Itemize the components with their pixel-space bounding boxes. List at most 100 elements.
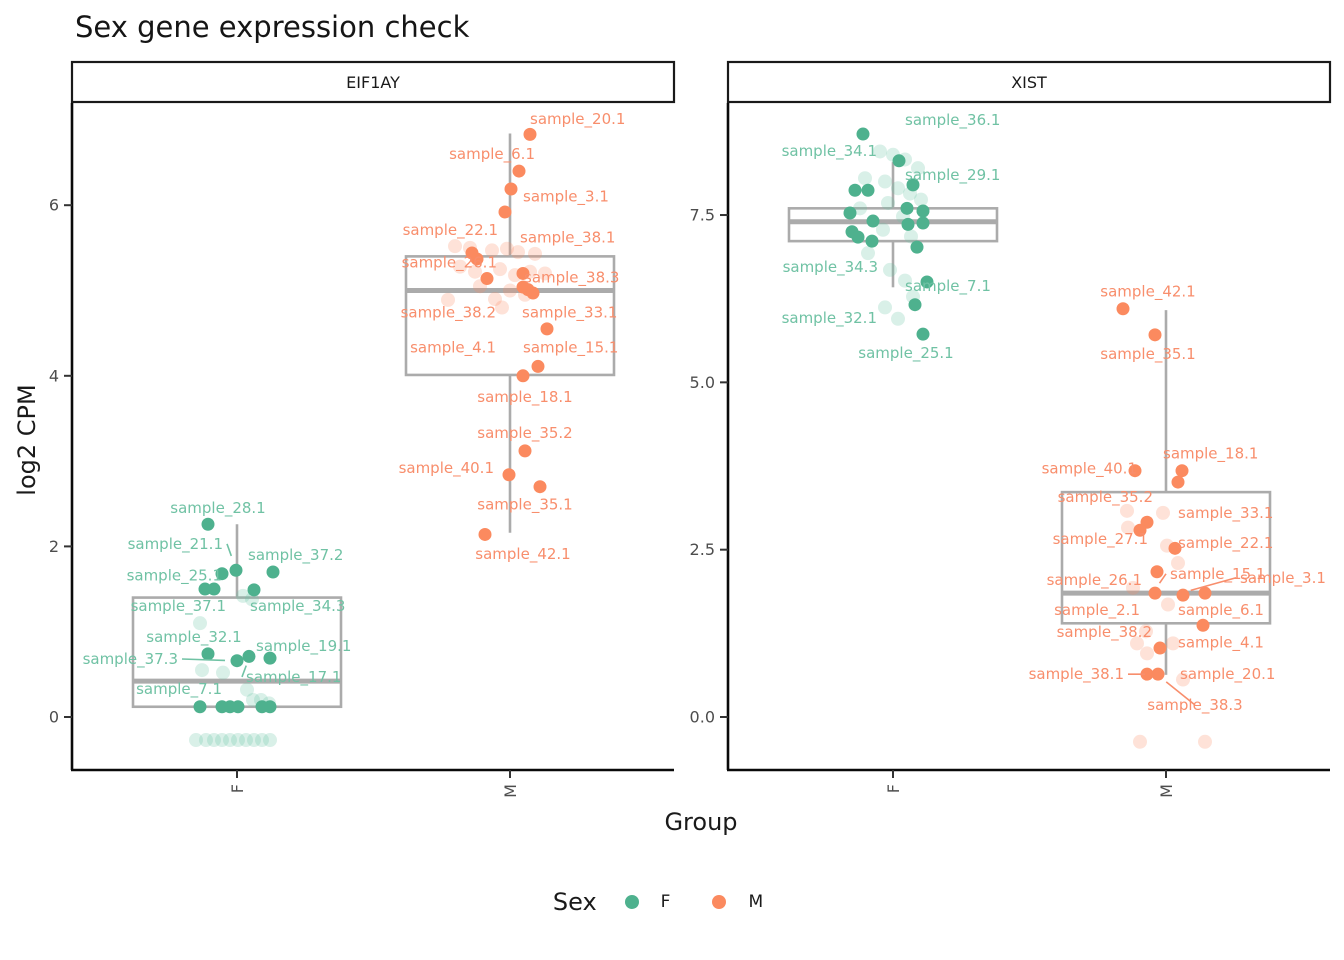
- point-label: sample_26.1: [402, 253, 497, 272]
- legend-item-f: F: [624, 892, 699, 912]
- data-point: [856, 127, 870, 141]
- data-point: [207, 582, 221, 596]
- point-label: sample_34.1: [782, 142, 877, 161]
- data-point: [920, 275, 934, 289]
- point-label: sample_42.1: [475, 545, 570, 564]
- data-point-pale: [1156, 505, 1170, 520]
- data-point-pale: [853, 201, 867, 216]
- data-point: [502, 468, 516, 482]
- data-point: [498, 205, 512, 219]
- label-leader-line: [226, 543, 233, 557]
- data-point-pale: [873, 144, 887, 159]
- data-point: [504, 182, 518, 196]
- data-point: [1140, 667, 1154, 681]
- data-point-pale: [1171, 556, 1185, 571]
- point-label: sample_38.2: [1057, 623, 1152, 642]
- point-label: sample_35.2: [1058, 488, 1153, 507]
- data-point-pale: [1121, 520, 1135, 535]
- data-point-pale: [883, 262, 897, 277]
- data-point-pale: [453, 259, 467, 274]
- data-point: [1148, 586, 1162, 600]
- legend-dot-f-icon: [624, 895, 639, 909]
- point-label: sample_22.1: [403, 221, 498, 240]
- x-tick-label: M: [1157, 784, 1176, 798]
- point-label: sample_29.1: [905, 166, 1000, 185]
- point-label: sample_18.1: [1163, 444, 1258, 463]
- point-label: sample_38.2: [401, 304, 496, 323]
- data-point: [533, 480, 547, 494]
- data-point: [866, 214, 880, 228]
- data-point: [892, 154, 906, 168]
- point-label: sample_34.3: [783, 258, 878, 277]
- data-point-pale: [215, 733, 229, 748]
- point-label: sample_40.1: [399, 459, 494, 478]
- data-point: [908, 298, 922, 312]
- boxplot-box: [787, 207, 999, 243]
- legend-item-m: M: [712, 892, 791, 912]
- data-point: [231, 700, 245, 714]
- y-tick-label: 7.5: [690, 206, 715, 225]
- data-point: [916, 204, 930, 218]
- data-point: [518, 444, 532, 458]
- label-leader-line: [241, 665, 247, 678]
- point-label: sample_17.1: [246, 668, 341, 687]
- point-label: sample_19.1: [256, 637, 351, 656]
- data-point-pale: [891, 311, 905, 326]
- data-point-pale: [240, 682, 254, 697]
- data-point-pale: [189, 733, 203, 748]
- data-point-pale: [468, 264, 482, 279]
- point-label: sample_7.1: [136, 680, 222, 699]
- point-label: sample_22.1: [1178, 534, 1273, 553]
- point-label: sample_34.3: [250, 597, 345, 616]
- x-axis-title: Group: [664, 808, 738, 836]
- data-point-pale: [1140, 646, 1154, 661]
- data-point-pale: [511, 245, 525, 260]
- data-point-pale: [911, 161, 925, 176]
- data-point: [1153, 641, 1167, 655]
- y-tick-label: 2.5: [690, 540, 715, 559]
- data-point: [516, 369, 530, 383]
- y-tick-label: 0: [49, 708, 59, 727]
- point-label: sample_3.1: [523, 188, 609, 207]
- data-point-pale: [503, 283, 517, 298]
- data-point-pale: [858, 171, 872, 186]
- point-label: sample_25.1: [127, 566, 222, 585]
- data-point-pale: [1126, 580, 1140, 595]
- x-tick-label: F: [228, 784, 247, 793]
- data-point: [851, 230, 865, 244]
- data-point: [1150, 565, 1164, 579]
- data-point-pale: [1133, 734, 1147, 749]
- point-label: sample_15.1: [523, 339, 618, 358]
- data-point-pale: [485, 243, 499, 258]
- data-point-pale: [493, 262, 507, 277]
- data-point: [1175, 464, 1189, 478]
- label-leader-line: [1158, 573, 1167, 584]
- point-label: sample_27.1: [1053, 530, 1148, 549]
- data-point-pale: [500, 241, 514, 256]
- data-point-pale: [247, 733, 261, 748]
- y-tick-label: 4: [49, 366, 59, 385]
- data-point-pale: [904, 229, 918, 244]
- point-label: sample_38.3: [524, 269, 619, 288]
- y-tick-label: 6: [49, 196, 59, 215]
- point-label: sample_36.1: [905, 111, 1000, 130]
- data-point-pale: [1161, 597, 1175, 612]
- data-point: [263, 700, 277, 714]
- data-point: [916, 216, 930, 230]
- y-tick-label: 0.0: [690, 708, 715, 727]
- data-point: [531, 359, 545, 373]
- legend-label-f: F: [660, 892, 671, 912]
- data-point: [516, 266, 530, 280]
- data-point: [193, 700, 207, 714]
- data-point-pale: [255, 733, 269, 748]
- point-label: sample_3.1: [1240, 569, 1326, 588]
- data-point-pale: [1130, 636, 1144, 651]
- data-point-pale: [193, 616, 207, 631]
- data-point: [523, 127, 537, 141]
- data-point: [201, 647, 215, 661]
- data-point: [263, 651, 277, 665]
- data-point: [480, 272, 494, 286]
- data-point-pale: [538, 266, 552, 281]
- data-point: [1196, 618, 1210, 632]
